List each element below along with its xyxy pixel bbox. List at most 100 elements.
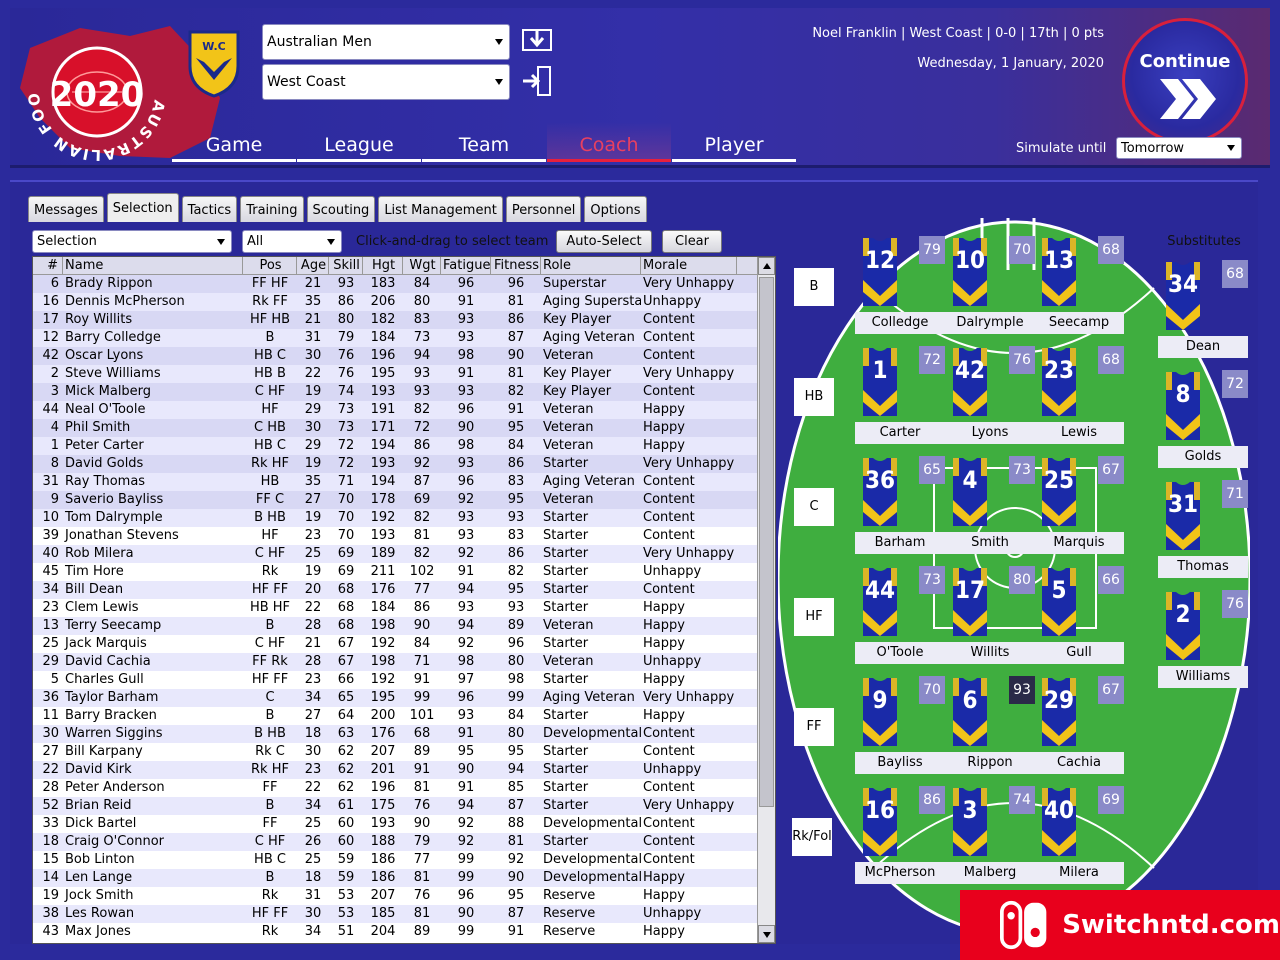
- table-row[interactable]: 15 Bob Linton HB C 25 59 186 77 99 92 Development…: [33, 851, 775, 869]
- table-row[interactable]: 28 Peter Anderson FF 22 62 196 81 91 85 Starter Co…: [33, 779, 775, 797]
- column-header-morale[interactable]: Morale: [641, 257, 737, 274]
- nav-game[interactable]: Game: [172, 122, 296, 162]
- player-card[interactable]: 2 76 Williams: [1158, 586, 1248, 688]
- nav-player[interactable]: Player: [672, 122, 796, 162]
- table-cell: HB HF: [249, 600, 291, 615]
- table-row[interactable]: 2 Steve Williams HB B 22 76 195 93 91 81 Key Play…: [33, 365, 775, 383]
- table-row[interactable]: 10 Tom Dalrymple B HB 19 70 192 82 93 93 Starter C…: [33, 509, 775, 527]
- table-row[interactable]: 40 Rob Milera C HF 25 69 189 82 92 86 Starter Very…: [33, 545, 775, 563]
- table-row[interactable]: 6 Brady Rippon FF HF 21 93 183 84 96 96 Superstar…: [33, 275, 775, 293]
- player-card[interactable]: 13 68 Seecamp: [1034, 232, 1124, 334]
- table-row[interactable]: 29 David Cachia FF Rk 28 67 198 71 98 80 Veteran U…: [33, 653, 775, 671]
- table-row[interactable]: 34 Bill Dean HF FF 20 68 176 77 94 95 Starter Cont…: [33, 581, 775, 599]
- column-header-name[interactable]: Name: [63, 257, 243, 274]
- table-scrollbar[interactable]: [757, 257, 775, 943]
- column-header-hgt[interactable]: Hgt: [363, 257, 403, 274]
- player-card[interactable]: 31 71 Thomas: [1158, 476, 1248, 578]
- player-card[interactable]: 29 67 Cachia: [1034, 672, 1124, 774]
- table-cell: 82: [507, 564, 525, 579]
- clear-button[interactable]: Clear: [662, 230, 722, 253]
- column-header-number[interactable]: #: [33, 257, 63, 274]
- player-card[interactable]: 44 73 O'Toole: [855, 562, 945, 664]
- player-card[interactable]: 25 67 Marquis: [1034, 452, 1124, 554]
- continue-button[interactable]: Continue: [1122, 18, 1248, 144]
- table-row[interactable]: 22 David Kirk Rk HF 23 62 201 91 90 94 Starter Unh…: [33, 761, 775, 779]
- player-card[interactable]: 3 74 Malberg: [945, 782, 1035, 884]
- position-filter-select[interactable]: All: [242, 230, 342, 253]
- league-select[interactable]: Australian Men: [262, 24, 510, 60]
- scroll-up-button[interactable]: [758, 257, 775, 275]
- tab-options[interactable]: Options: [584, 196, 647, 222]
- player-card[interactable]: 16 86 McPherson: [855, 782, 945, 884]
- tab-personnel[interactable]: Personnel: [505, 196, 582, 222]
- selection-select[interactable]: Selection: [32, 230, 232, 253]
- player-card[interactable]: 23 68 Lewis: [1034, 342, 1124, 444]
- player-card[interactable]: 6 93 Rippon: [945, 672, 1035, 774]
- download-icon[interactable]: [520, 24, 554, 58]
- table-row[interactable]: 39 Jonathan Stevens HF 23 70 193 81 93 83 Starter…: [33, 527, 775, 545]
- player-card[interactable]: 5 66 Gull: [1034, 562, 1124, 664]
- table-row[interactable]: 1 Peter Carter HB C 29 72 194 86 98 84 Veteran Hap…: [33, 437, 775, 455]
- table-row[interactable]: 38 Les Rowan HF FF 30 53 185 81 90 87 Reserve Unha…: [33, 905, 775, 923]
- table-row[interactable]: 25 Jack Marquis C HF 21 67 192 84 92 96 Starter Ha…: [33, 635, 775, 653]
- nav-coach[interactable]: Coach: [547, 122, 671, 162]
- player-card[interactable]: 8 72 Golds: [1158, 366, 1248, 468]
- nav-league[interactable]: League: [297, 122, 421, 162]
- scroll-down-button[interactable]: [758, 925, 775, 943]
- table-row[interactable]: 5 Charles Gull HF FF 23 66 192 91 97 98 Starter Ha…: [33, 671, 775, 689]
- table-row[interactable]: 12 Barry Colledge B 31 79 184 73 93 87 Aging Vete…: [33, 329, 775, 347]
- table-row[interactable]: 36 Taylor Barham C 34 65 195 99 96 99 Aging Veter…: [33, 689, 775, 707]
- player-card[interactable]: 10 70 Dalrymple: [945, 232, 1035, 334]
- table-row[interactable]: 14 Len Lange B 18 59 186 81 99 90 Developmental Ha…: [33, 869, 775, 887]
- player-card[interactable]: 17 80 Willits: [945, 562, 1035, 664]
- column-header-skill[interactable]: Skill: [329, 257, 363, 274]
- table-row[interactable]: 18 Craig O'Connor C HF 26 60 188 79 92 81 Starter…: [33, 833, 775, 851]
- tab-tactics[interactable]: Tactics: [181, 196, 238, 222]
- player-card[interactable]: 40 69 Milera: [1034, 782, 1124, 884]
- exit-icon[interactable]: [520, 64, 554, 98]
- table-cell: 193: [370, 456, 396, 471]
- player-card[interactable]: 9 70 Bayliss: [855, 672, 945, 774]
- player-card[interactable]: 42 76 Lyons: [945, 342, 1035, 444]
- table-row[interactable]: 42 Oscar Lyons HB C 30 76 196 94 98 90 Veteran Con…: [33, 347, 775, 365]
- table-row[interactable]: 52 Brian Reid B 34 61 175 76 94 87 Starter Very Un…: [33, 797, 775, 815]
- tab-messages[interactable]: Messages: [28, 196, 104, 222]
- column-header-role[interactable]: Role: [541, 257, 641, 274]
- table-row[interactable]: 43 Max Jones Rk 34 51 204 89 99 91 Reserve Happy: [33, 923, 775, 941]
- tab-scouting[interactable]: Scouting: [306, 196, 376, 222]
- column-header-pos[interactable]: Pos: [243, 257, 297, 274]
- table-row[interactable]: 31 Ray Thomas HB 35 71 194 87 96 83 Aging Veteran…: [33, 473, 775, 491]
- column-header-age[interactable]: Age: [297, 257, 329, 274]
- table-row[interactable]: 11 Barry Bracken B 27 64 200 101 93 84 Starter Hap…: [33, 707, 775, 725]
- player-card[interactable]: 4 73 Smith: [945, 452, 1035, 554]
- tab-selection[interactable]: Selection: [106, 193, 179, 222]
- column-header-wgt[interactable]: Wgt: [403, 257, 441, 274]
- table-row[interactable]: 30 Warren Siggins B HB 18 63 176 68 91 80 Develop…: [33, 725, 775, 743]
- table-row[interactable]: 33 Dick Bartel FF 25 60 193 90 92 88 Developmenta…: [33, 815, 775, 833]
- club-select[interactable]: West Coast: [262, 64, 510, 100]
- nav-team[interactable]: Team: [422, 122, 546, 162]
- player-card[interactable]: 12 79 Colledge: [855, 232, 945, 334]
- table-row[interactable]: 27 Bill Karpany Rk C 30 62 207 89 95 95 Starter Co…: [33, 743, 775, 761]
- table-row[interactable]: 44 Neal O'Toole HF 29 73 191 82 96 91 Veteran Happ…: [33, 401, 775, 419]
- table-row[interactable]: 9 Saverio Bayliss FF C 27 70 178 69 92 95 Veteran…: [33, 491, 775, 509]
- column-header-fitness[interactable]: Fitness: [491, 257, 541, 274]
- table-row[interactable]: 23 Clem Lewis HB HF 22 68 184 86 93 93 Starter Hap…: [33, 599, 775, 617]
- tab-list-management[interactable]: List Management: [378, 196, 503, 222]
- player-card[interactable]: 1 72 Carter: [855, 342, 945, 444]
- scroll-thumb[interactable]: [759, 277, 774, 807]
- table-row[interactable]: 4 Phil Smith C HB 30 73 171 72 90 95 Veteran Happy: [33, 419, 775, 437]
- player-card[interactable]: 36 65 Barham: [855, 452, 945, 554]
- player-card[interactable]: 34 68 Dean: [1158, 256, 1248, 358]
- table-row[interactable]: 3 Mick Malberg C HF 19 74 193 93 93 82 Key Player…: [33, 383, 775, 401]
- auto-select-button[interactable]: Auto-Select: [556, 230, 652, 253]
- simulate-until-select[interactable]: Tomorrow: [1116, 137, 1242, 159]
- table-row[interactable]: 45 Tim Hore Rk 19 69 211 102 91 82 Starter Unhappy: [33, 563, 775, 581]
- table-row[interactable]: 16 Dennis McPherson Rk FF 35 86 206 80 91 81 Agin…: [33, 293, 775, 311]
- table-row[interactable]: 8 David Golds Rk HF 19 72 193 92 93 86 Starter Ver…: [33, 455, 775, 473]
- tab-training[interactable]: Training: [240, 196, 304, 222]
- table-row[interactable]: 19 Jock Smith Rk 31 53 207 76 96 95 Reserve Happy: [33, 887, 775, 905]
- table-row[interactable]: 17 Roy Willits HF HB 21 80 182 83 93 86 Key Playe…: [33, 311, 775, 329]
- table-row[interactable]: 13 Terry Seecamp B 28 68 198 90 94 89 Veteran Happ…: [33, 617, 775, 635]
- column-header-fatigue[interactable]: Fatigue: [443, 257, 491, 274]
